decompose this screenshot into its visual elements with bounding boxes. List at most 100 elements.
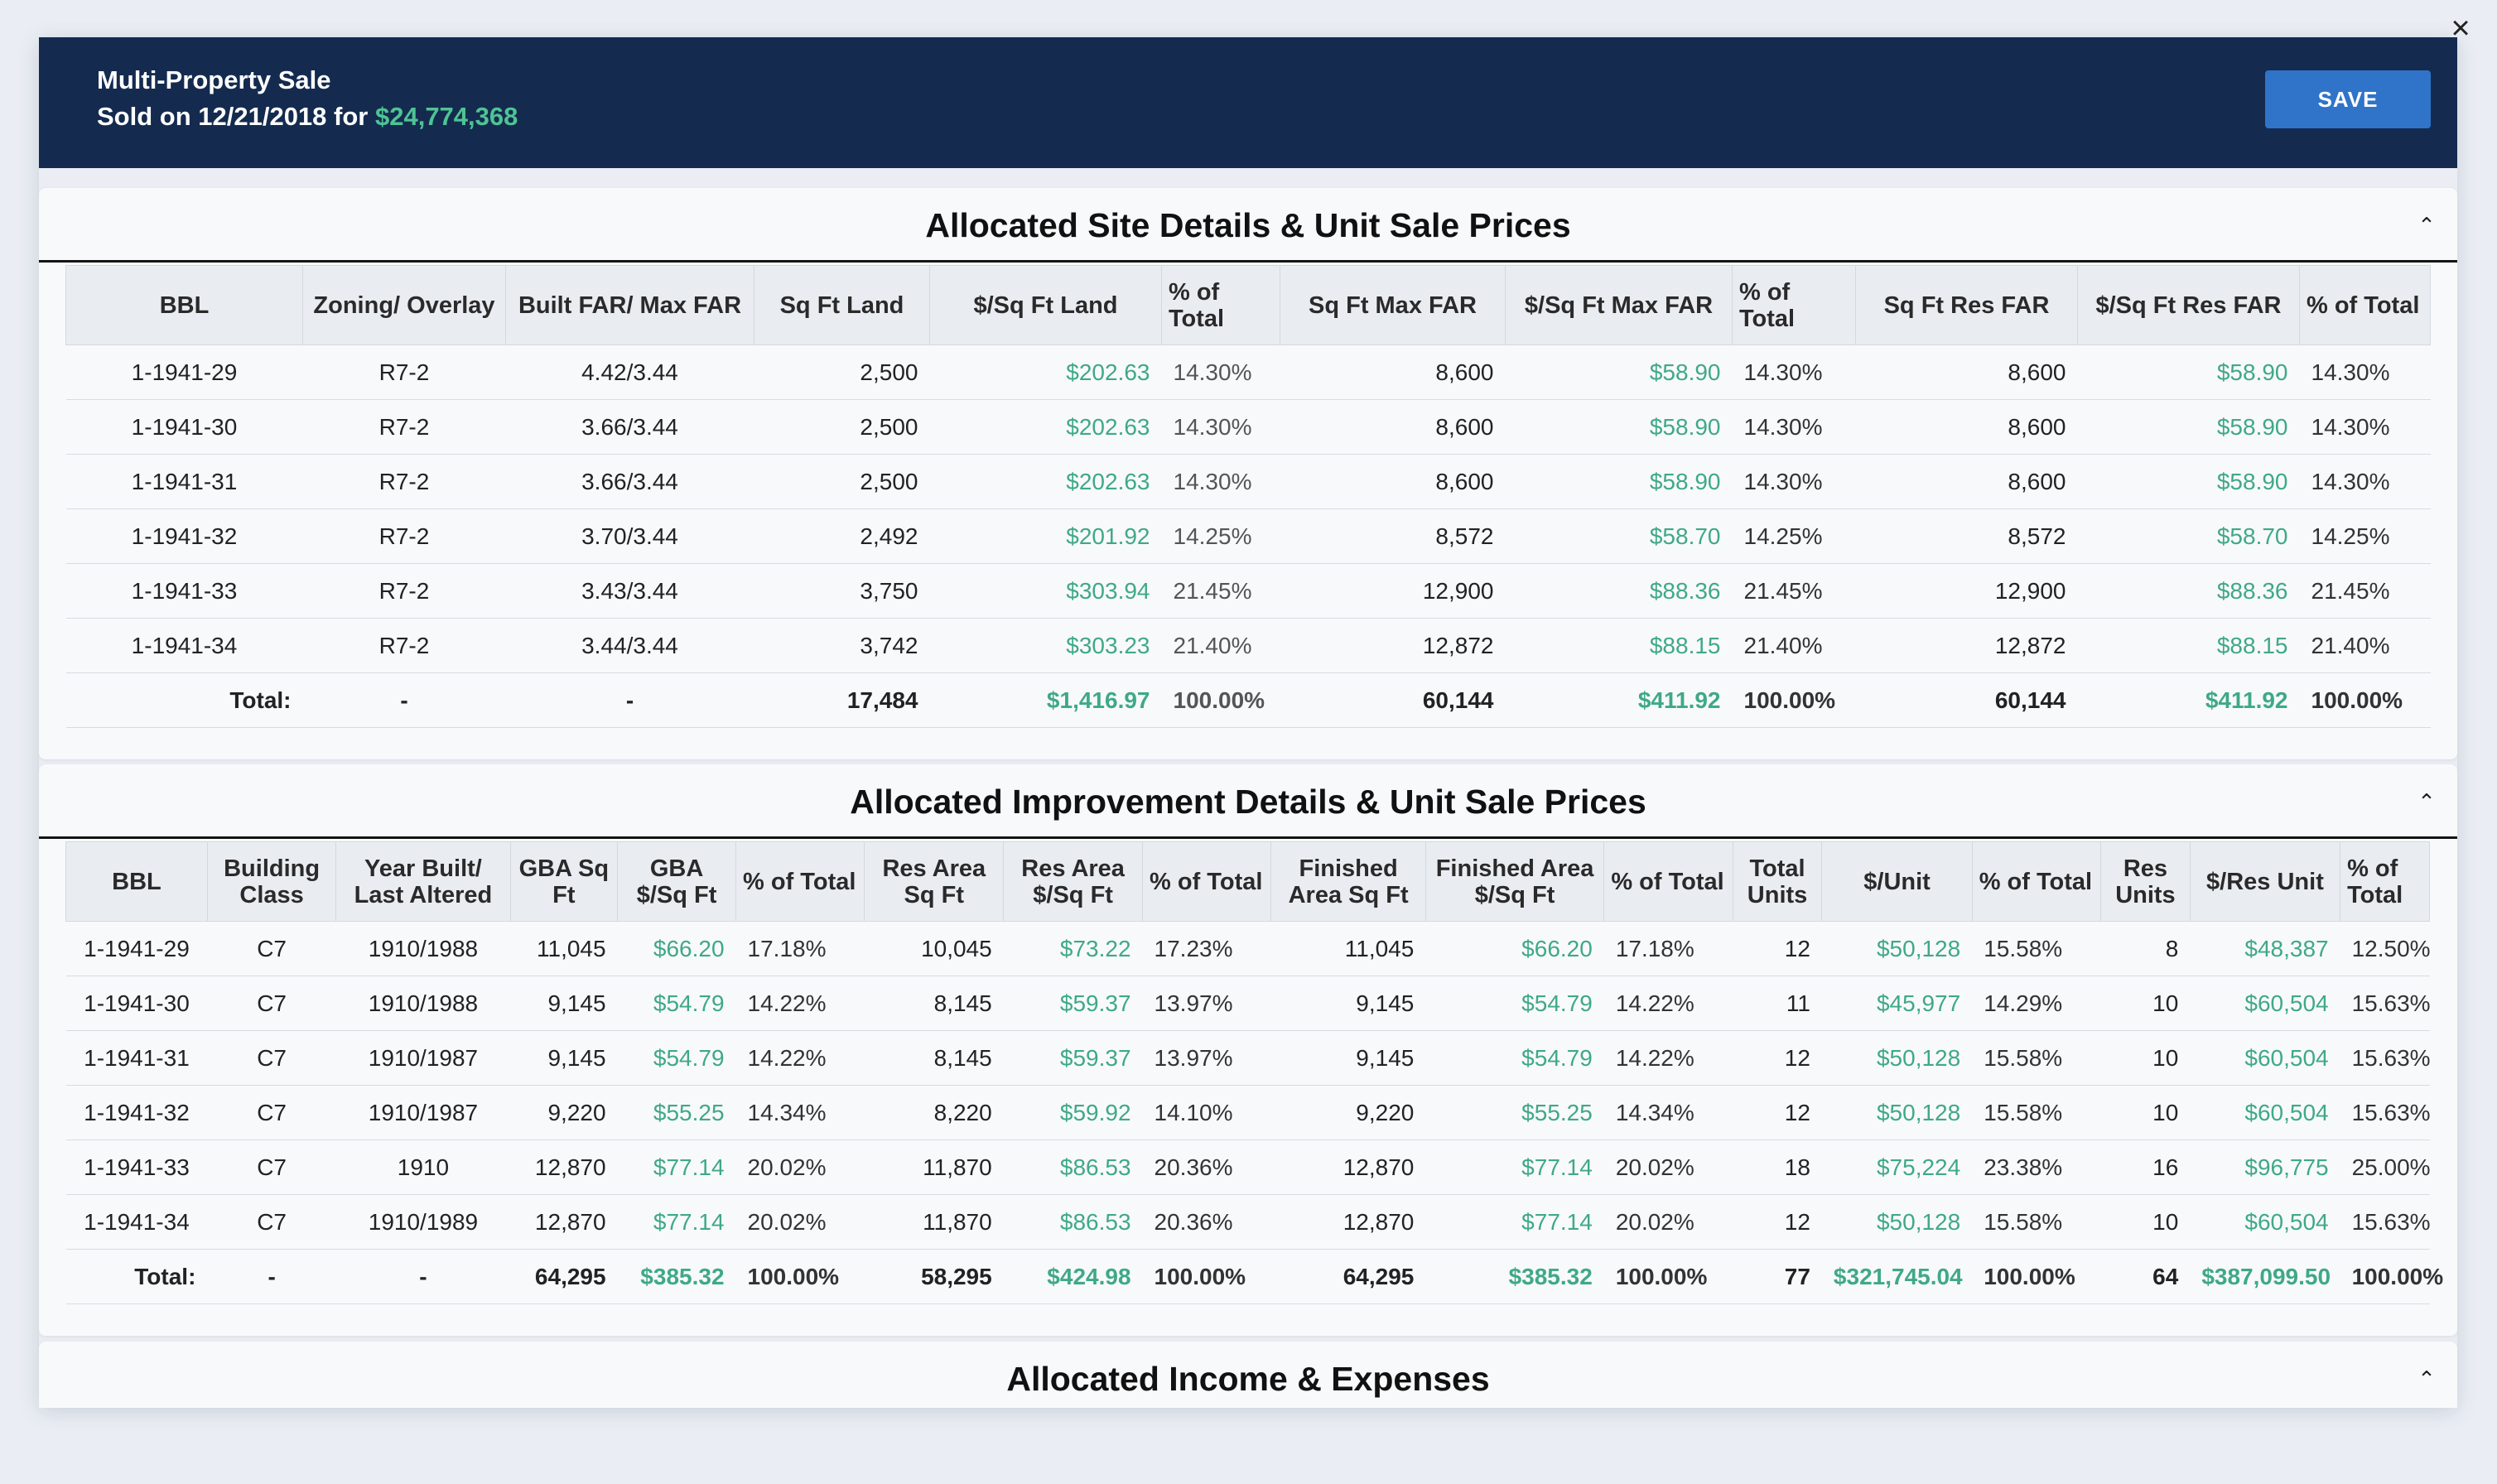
site-details-table: BBL Zoning/ Overlay Built FAR/ Max FAR Sq F… xyxy=(65,265,2431,728)
table-cell: 15.63% xyxy=(2340,1085,2431,1140)
table-cell: R7-2 xyxy=(302,618,506,673)
table-cell: Total: xyxy=(65,672,303,728)
table-cell: 15.58% xyxy=(1972,1085,2101,1140)
table-cell: 21.45% xyxy=(1161,563,1280,619)
table-cell: 10,045 xyxy=(864,921,1004,976)
site-header-row: BBL Zoning/ Overlay Built FAR/ Max FAR Sq F… xyxy=(65,265,2431,345)
site-table-body: 1-1941-29 R7-2 4.42/3.44 2,500 $202.63 14.30%… xyxy=(65,344,2431,728)
column-header: Sq Ft Max FAR xyxy=(1280,265,1506,345)
table-row: 1-1941-34 R7-2 3.44/3.44 3,742 $303.23 21.40%… xyxy=(65,618,2431,673)
modal-header: Multi-Property Sale Sold on 12/21/2018 f… xyxy=(39,37,2457,168)
income-expenses-header[interactable]: Allocated Income & Expenses ⌃ xyxy=(39,1342,2457,1408)
table-cell: 8,600 xyxy=(1855,344,2078,400)
column-header: % of Total xyxy=(1971,841,2102,922)
table-cell: $58.70 xyxy=(2077,508,2300,564)
site-details-title: Allocated Site Details & Unit Sale Price… xyxy=(925,206,1571,244)
table-cell: 8,572 xyxy=(1280,508,1506,564)
improvement-details-title: Allocated Improvement Details & Unit Sal… xyxy=(850,783,1646,821)
table-cell: 17.23% xyxy=(1142,921,1271,976)
table-cell: - xyxy=(302,672,506,728)
improvement-details-table: BBL Building Class Year Built/ Last Altere… xyxy=(65,841,2443,1304)
chevron-up-icon[interactable]: ⌃ xyxy=(2417,213,2436,238)
table-cell: 2,500 xyxy=(754,344,930,400)
table-cell: $202.63 xyxy=(929,344,1162,400)
improvement-details-header[interactable]: Allocated Improvement Details & Unit Sal… xyxy=(39,764,2457,839)
table-cell: 8,145 xyxy=(864,1030,1004,1086)
table-cell: 21.40% xyxy=(1161,618,1280,673)
chevron-up-icon[interactable]: ⌃ xyxy=(2417,789,2436,814)
save-button[interactable]: SAVE xyxy=(2265,70,2431,128)
sold-date-text: Sold on 12/21/2018 for xyxy=(97,102,369,131)
table-cell: 1910/1987 xyxy=(335,1085,511,1140)
site-details-header[interactable]: Allocated Site Details & Unit Sale Price… xyxy=(39,188,2457,263)
table-cell: 15.58% xyxy=(1972,1194,2101,1250)
table-cell: 1-1941-30 xyxy=(65,976,208,1031)
table-cell: 1-1941-31 xyxy=(65,454,303,509)
table-cell: 1910/1987 xyxy=(335,1030,511,1086)
table-cell: 11,045 xyxy=(1270,921,1426,976)
column-header: % of Total xyxy=(1161,265,1280,345)
table-cell: 1910/1988 xyxy=(335,921,511,976)
column-header: $/Res Unit xyxy=(2189,841,2341,922)
table-cell: $385.32 xyxy=(617,1249,736,1304)
table-cell: $202.63 xyxy=(929,399,1162,455)
table-cell: C7 xyxy=(207,1030,336,1086)
table-cell: 100.00% xyxy=(2340,1249,2443,1304)
chevron-up-icon[interactable]: ⌃ xyxy=(2417,1366,2436,1391)
column-header: Finished Area Sq Ft xyxy=(1270,841,1426,922)
table-cell: Total: xyxy=(65,1249,208,1304)
table-cell: $48,387 xyxy=(2190,921,2340,976)
table-cell: 12,900 xyxy=(1855,563,2078,619)
table-cell: $55.25 xyxy=(1425,1085,1604,1140)
table-cell: $387,099.50 xyxy=(2190,1249,2340,1304)
table-cell: 8 xyxy=(2100,921,2191,976)
table-cell: C7 xyxy=(207,1194,336,1250)
table-row: 1-1941-32 C7 1910/1987 9,220 $55.25 14.34% 8,2… xyxy=(65,1085,2431,1140)
table-cell: 17.18% xyxy=(735,921,865,976)
sale-price: $24,774,368 xyxy=(374,102,518,131)
close-icon[interactable]: × xyxy=(2451,10,2470,46)
table-cell: - xyxy=(505,672,754,728)
table-cell: $86.53 xyxy=(1003,1194,1143,1250)
table-cell: 3.66/3.44 xyxy=(505,454,754,509)
table-cell: $66.20 xyxy=(1425,921,1604,976)
table-cell: $385.32 xyxy=(1425,1249,1604,1304)
table-cell: $58.90 xyxy=(2077,454,2300,509)
table-cell: 64 xyxy=(2100,1249,2191,1304)
table-cell: $77.14 xyxy=(617,1140,736,1195)
table-cell: 9,145 xyxy=(1270,976,1426,1031)
table-cell: 1910/1988 xyxy=(335,976,511,1031)
table-cell: $88.36 xyxy=(2077,563,2300,619)
table-cell: 20.02% xyxy=(1603,1140,1733,1195)
table-cell: 13.97% xyxy=(1142,1030,1271,1086)
table-cell: 11,045 xyxy=(510,921,618,976)
table-cell: $54.79 xyxy=(617,1030,736,1086)
table-cell: $50,128 xyxy=(1821,1030,1973,1086)
table-cell: 14.34% xyxy=(1603,1085,1733,1140)
table-cell: $96,775 xyxy=(2190,1140,2340,1195)
table-cell: 60,144 xyxy=(1855,672,2078,728)
table-cell: 1910/1989 xyxy=(335,1194,511,1250)
table-cell: 12 xyxy=(1733,1194,1822,1250)
table-cell: 14.25% xyxy=(2299,508,2431,564)
table-cell: R7-2 xyxy=(302,344,506,400)
table-cell: $86.53 xyxy=(1003,1140,1143,1195)
table-cell: 100.00% xyxy=(1603,1249,1733,1304)
table-cell: 14.25% xyxy=(1161,508,1280,564)
table-cell: $88.15 xyxy=(2077,618,2300,673)
column-header: GBA $/Sq Ft xyxy=(617,841,737,922)
column-header: Built FAR/ Max FAR xyxy=(505,265,754,345)
table-cell: $77.14 xyxy=(1425,1194,1604,1250)
table-cell: 14.30% xyxy=(1161,399,1280,455)
table-row: 1-1941-29 R7-2 4.42/3.44 2,500 $202.63 14.30%… xyxy=(65,344,2431,400)
table-cell: $54.79 xyxy=(1425,1030,1604,1086)
table-cell: 8,600 xyxy=(1855,399,2078,455)
column-header: % of Total xyxy=(2299,265,2431,345)
table-cell: $59.37 xyxy=(1003,976,1143,1031)
table-row: 1-1941-31 C7 1910/1987 9,145 $54.79 14.22% 8,1… xyxy=(65,1030,2431,1086)
table-cell: 14.30% xyxy=(2299,399,2431,455)
table-cell: 14.34% xyxy=(735,1085,865,1140)
column-header: Building Class xyxy=(206,841,337,922)
table-cell: $303.23 xyxy=(929,618,1162,673)
table-cell: 100.00% xyxy=(1972,1249,2101,1304)
